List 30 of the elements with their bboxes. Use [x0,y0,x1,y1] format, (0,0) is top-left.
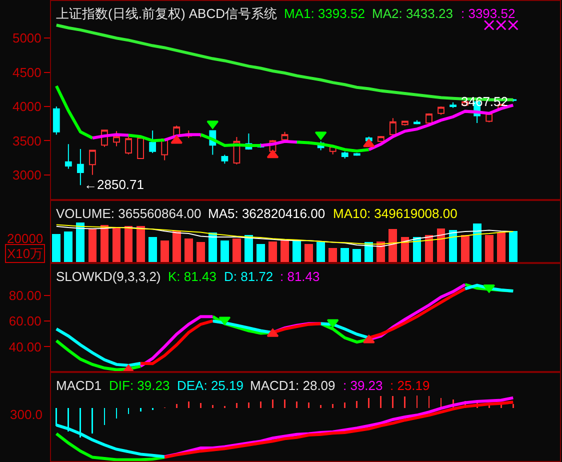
text: MA2: 3433.23 [372,6,453,21]
text: : 3393.52 [461,6,516,21]
text: : 39.23 [343,378,383,393]
y-tick-label: 60.00 [8,314,42,329]
y-tick-label: 4000 [12,99,42,114]
series-label: MA10: 349619008.00 [333,206,458,221]
text: MA1: 3393.52 [284,6,365,21]
text: : 81.43 [280,269,320,284]
series-label: : 25.19 [390,378,430,393]
annotation: ←2850.71 [84,177,144,192]
text: DEA: 25.19 [177,378,244,393]
y-tick-label: 3000 [12,167,42,182]
chart-title: SLOWKD(9,3,3,2) [56,269,161,284]
y-tick-label: 80.00 [8,288,42,303]
chart-title: 上证指数(日线.前复权) ABCD信号系统 [56,6,277,21]
text: DIF: 39.23 [109,378,170,393]
series-label: MA5: 362820416.00 [208,206,326,221]
chart-title: VOLUME: 365560864.00 [56,206,202,221]
text: K: 81.43 [168,269,216,284]
y-tick-label: 3500 [12,133,42,148]
y-tick-label: 4500 [12,64,42,80]
text: D: 81.72 [224,269,274,284]
text: 300.0 [10,407,43,422]
text: 20000 [7,231,44,246]
chart-title: MACD1 [56,378,102,393]
y-tick-label: 5000 [12,30,42,46]
text: X10万 [7,246,44,261]
chart-title: MACD1: 28.09 [250,378,336,393]
y-tick-label: 40.00 [8,339,42,354]
annotation: 3467.52 [461,94,508,109]
